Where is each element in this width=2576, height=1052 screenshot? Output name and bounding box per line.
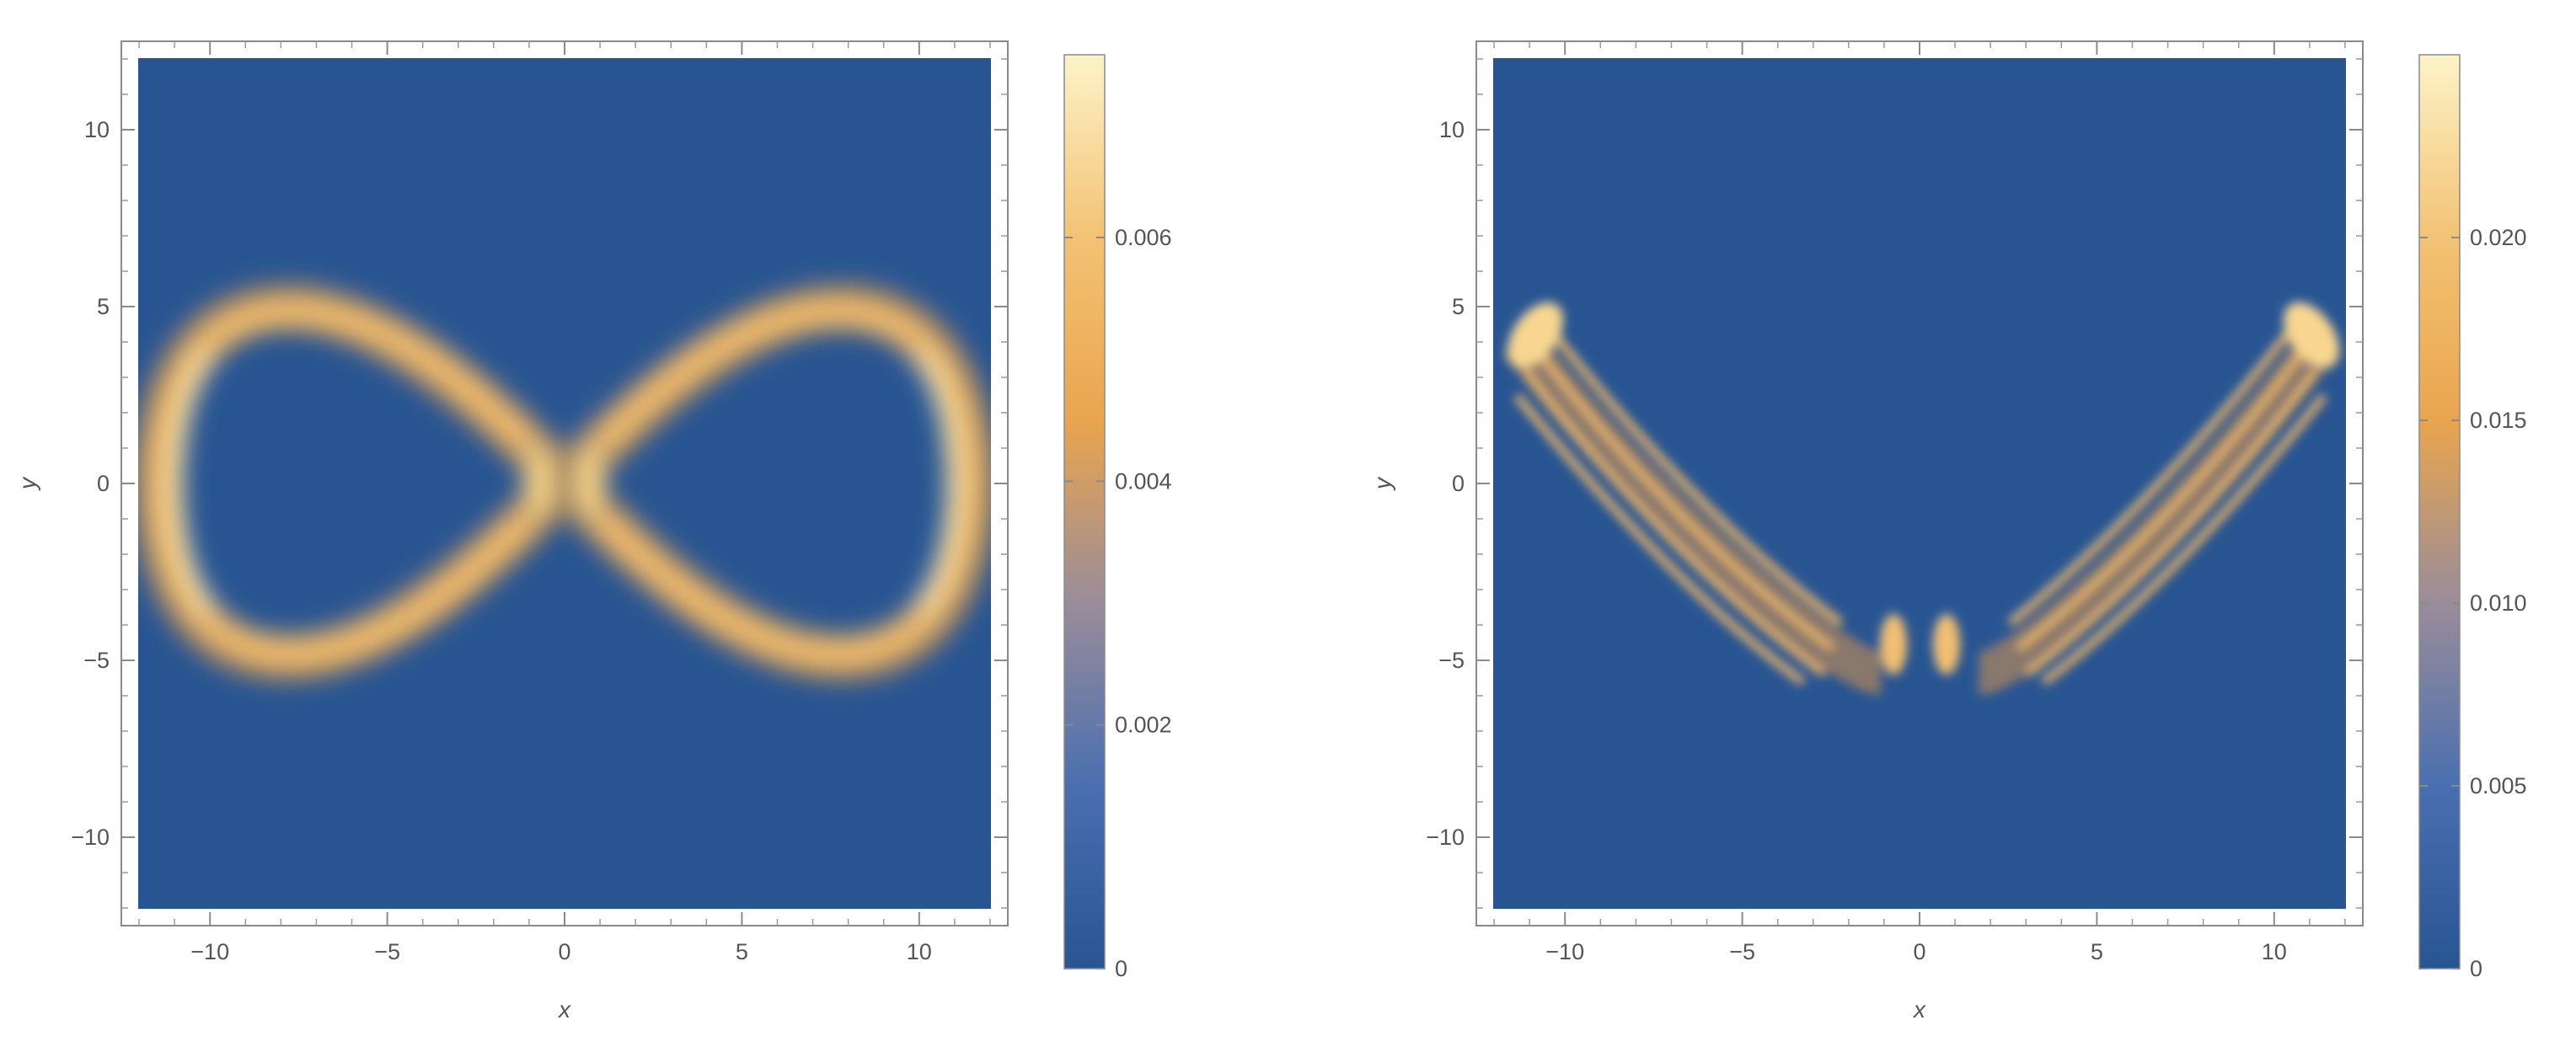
x-tick-label: 10 — [2262, 939, 2287, 964]
y-tick-label: −5 — [83, 648, 110, 673]
right-top-left-blob — [1507, 302, 1564, 369]
y-tick-label: −10 — [71, 825, 110, 850]
left-center-lobe-left — [524, 443, 554, 521]
right-heatmap-features — [1502, 302, 2340, 695]
left-ylabel: y — [14, 476, 40, 491]
left-colorbar: 0 0.002 0.004 0.006 — [1063, 54, 1172, 981]
left-colorbar-ticks: 0 0.002 0.004 0.006 — [1064, 225, 1172, 981]
x-tick-label: 10 — [907, 939, 932, 964]
y-tick-label: 0 — [1452, 471, 1465, 496]
left-plot: −10 −5 0 5 10 −10 −5 0 5 10 x y — [14, 40, 1009, 1023]
left-xlabel: x — [557, 996, 571, 1023]
colorbar-tick-label: 0 — [2470, 956, 2482, 981]
colorbar-tick-label: 0.004 — [1115, 468, 1172, 494]
y-tick-label: 5 — [97, 294, 110, 319]
y-tick-label: 0 — [97, 471, 110, 496]
x-tick-label: −10 — [1545, 939, 1584, 964]
right-left-fringes — [1513, 322, 1844, 686]
left-heatmap-features — [138, 282, 991, 682]
colorbar-tick-label: 0.010 — [2470, 590, 2527, 616]
y-tick-label: −10 — [1426, 825, 1465, 850]
colorbar-tick-label: 0 — [1115, 956, 1127, 981]
right-left-arm-glow — [1502, 328, 1883, 695]
x-tick-label: −10 — [190, 939, 229, 964]
colorbar-tick-label: 0.015 — [2470, 408, 2527, 433]
right-colorbar: 0 0.005 0.010 0.015 0.020 — [2418, 54, 2527, 981]
colorbar-tick-label: 0.005 — [2470, 773, 2527, 798]
right-plot: −10 −5 0 5 10 −10 −5 0 5 10 x y — [1369, 40, 2364, 1023]
right-ylabel: y — [1369, 476, 1395, 491]
right-xlabel: x — [1912, 996, 1926, 1023]
right-colorbar-ticks: 0 0.005 0.010 0.015 0.020 — [2419, 225, 2527, 981]
right-bottom-left-blob — [1880, 614, 1907, 675]
right-top-right-blob — [2283, 302, 2340, 369]
right-colorbar-gradient — [2418, 54, 2461, 969]
y-tick-label: 10 — [84, 117, 110, 142]
colorbar-tick-label: 0.006 — [1115, 225, 1172, 250]
left-colorbar-gradient — [1063, 54, 1106, 969]
right-axes: −10 −5 0 5 10 −10 −5 0 5 10 — [1426, 41, 2363, 964]
x-tick-label: 5 — [736, 939, 748, 964]
x-tick-label: −5 — [374, 939, 400, 964]
left-lemniscate-ring — [147, 296, 983, 669]
right-right-arm-glow — [1976, 328, 2338, 695]
left-center-lobe-right — [575, 443, 605, 521]
colorbar-tick-label: 0.002 — [1115, 713, 1172, 738]
x-tick-label: 0 — [558, 939, 570, 964]
y-tick-label: −5 — [1438, 648, 1465, 673]
y-tick-label: 10 — [1439, 117, 1465, 142]
y-tick-label: 5 — [1452, 294, 1465, 319]
x-tick-label: 5 — [2091, 939, 2103, 964]
left-lemniscate-highlight — [169, 349, 961, 615]
x-tick-label: −5 — [1729, 939, 1755, 964]
x-tick-label: 0 — [1913, 939, 1925, 964]
colorbar-tick-label: 0.020 — [2470, 225, 2527, 250]
right-right-fringes — [2007, 322, 2327, 686]
left-axes: −10 −5 0 5 10 −10 −5 0 5 10 — [71, 41, 1008, 964]
right-bottom-right-blob — [1933, 614, 1960, 675]
